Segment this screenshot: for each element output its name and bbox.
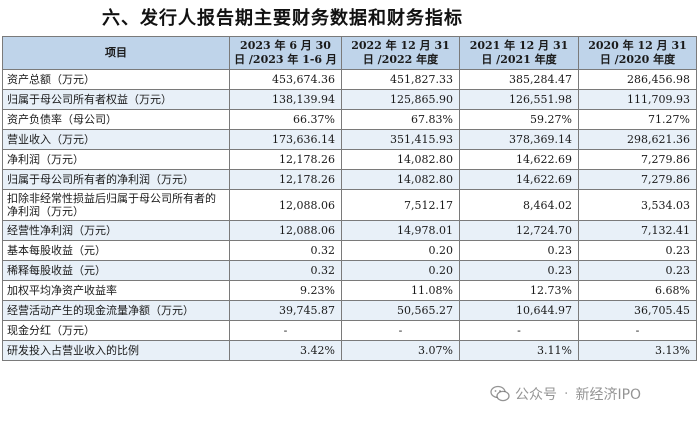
cell-2020: 0.23 [578,260,697,281]
cell-2022: 50,565.27 [341,300,460,321]
cell-2022: 67.83% [341,109,460,130]
watermark-name: 新经济IPO [575,387,642,403]
cell-2023h1: 3.42% [229,340,342,361]
cell-2022: 3.07% [341,340,460,361]
cell-2020: 286,456.98 [578,69,697,90]
table-row: 资产负债率（母公司） 66.37% 67.83% 59.27% 71.27% [2,109,697,130]
cell-2022: 14,978.01 [341,220,460,241]
header-2021: 2021 年 12 月 31 日 /2021 年度 [459,36,579,70]
cell-2021: 10,644.97 [459,300,579,321]
watermark-separator: · [564,386,569,402]
cell-2021: 14,622.69 [459,169,579,190]
cell-2021: 0.23 [459,260,579,281]
row-label: 经营活动产生的现金流量净额（万元） [2,300,230,321]
cell-2020: 71.27% [578,109,697,130]
cell-2021: 3.11% [459,340,579,361]
row-label: 归属于母公司所有者权益（万元） [2,89,230,110]
table-row: 净利润（万元） 12,178.26 14,082.80 14,622.69 7,… [2,149,697,170]
cell-2020: 298,621.36 [578,129,697,150]
cell-2023h1: 39,745.87 [229,300,342,321]
table-row: 经营活动产生的现金流量净额（万元） 39,745.87 50,565.27 10… [2,300,697,321]
row-label: 归属于母公司所有者的净利润（万元） [2,169,230,190]
cell-2021: 0.23 [459,240,579,261]
cell-2023h1: 12,088.06 [229,220,342,241]
table-header-row: 项目 2023 年 6 月 30 日 /2023 年 1-6 月 2022 年 … [2,36,697,70]
cell-2023h1: 0.32 [229,240,342,261]
header-item: 项目 [2,36,230,70]
cell-2021: 378,369.14 [459,129,579,150]
header-2023h1: 2023 年 6 月 30 日 /2023 年 1-6 月 [229,36,342,70]
cell-2021: 12.73% [459,280,579,301]
row-label: 净利润（万元） [2,149,230,170]
table-row: 归属于母公司所有者的净利润（万元） 12,178.26 14,082.80 14… [2,169,697,190]
cell-2021: 126,551.98 [459,89,579,110]
cell-2022: 351,415.93 [341,129,460,150]
row-label: 资产总额（万元） [2,69,230,90]
cell-2023h1: 0.32 [229,260,342,281]
table-row: 现金分红（万元） - - - - [2,320,697,341]
cell-2022: - [341,320,460,341]
cell-2022: 7,512.17 [341,189,460,221]
cell-2020: 7,132.41 [578,220,697,241]
cell-2023h1: 138,139.94 [229,89,342,110]
row-label: 扣除非经常性损益后归属于母公司所有者的净利润（万元） [2,189,230,221]
row-label: 资产负债率（母公司） [2,109,230,130]
row-label: 加权平均净资产收益率 [2,280,230,301]
row-label: 稀释每股收益（元） [2,260,230,281]
cell-2023h1: 453,674.36 [229,69,342,90]
row-label: 基本每股收益（元） [2,240,230,261]
table-row: 经营性净利润（万元） 12,088.06 14,978.01 12,724.70… [2,220,697,241]
cell-2022: 0.20 [341,240,460,261]
cell-2021: 385,284.47 [459,69,579,90]
cell-2020: 7,279.86 [578,169,697,190]
table-row: 营业收入（万元） 173,636.14 351,415.93 378,369.1… [2,129,697,150]
cell-2020: 3.13% [578,340,697,361]
cell-2021: 59.27% [459,109,579,130]
table-row: 资产总额（万元） 453,674.36 451,827.33 385,284.4… [2,69,697,90]
cell-2023h1: 12,088.06 [229,189,342,221]
cell-2022: 11.08% [341,280,460,301]
cell-2023h1: 9.23% [229,280,342,301]
financial-data-table: 项目 2023 年 6 月 30 日 /2023 年 1-6 月 2022 年 … [2,36,697,361]
cell-2020: 0.23 [578,240,697,261]
table-row: 研发投入占营业收入的比例 3.42% 3.07% 3.11% 3.13% [2,340,697,361]
cell-2023h1: 66.37% [229,109,342,130]
cell-2022: 14,082.80 [341,149,460,170]
table-row: 稀释每股收益（元） 0.32 0.20 0.23 0.23 [2,260,697,281]
cell-2020: 36,705.45 [578,300,697,321]
cell-2023h1: 12,178.26 [229,149,342,170]
row-label: 现金分红（万元） [2,320,230,341]
page-heading: 六、发行人报告期主要财务数据和财务指标 [102,8,463,29]
table-row: 基本每股收益（元） 0.32 0.20 0.23 0.23 [2,240,697,261]
cell-2022: 451,827.33 [341,69,460,90]
cell-2022: 125,865.90 [341,89,460,110]
cell-2020: - [578,320,697,341]
cell-2020: 6.68% [578,280,697,301]
cell-2020: 111,709.93 [578,89,697,110]
table-row: 扣除非经常性损益后归属于母公司所有者的净利润（万元） 12,088.06 7,5… [2,189,697,221]
header-2022: 2022 年 12 月 31 日 /2022 年度 [341,36,460,70]
cell-2021: - [459,320,579,341]
cell-2021: 12,724.70 [459,220,579,241]
cell-2022: 14,082.80 [341,169,460,190]
row-label: 营业收入（万元） [2,129,230,150]
watermark-account: 公众号 [515,387,557,403]
cell-2021: 14,622.69 [459,149,579,170]
cell-2023h1: 12,178.26 [229,169,342,190]
table-row: 加权平均净资产收益率 9.23% 11.08% 12.73% 6.68% [2,280,697,301]
cell-2020: 3,534.03 [578,189,697,221]
cell-2022: 0.20 [341,260,460,281]
cell-2023h1: 173,636.14 [229,129,342,150]
wechat-watermark: 公众号 · 新经济IPO [490,384,641,404]
row-label: 研发投入占营业收入的比例 [2,340,230,361]
row-label: 经营性净利润（万元） [2,220,230,241]
cell-2021: 8,464.02 [459,189,579,221]
cell-2023h1: - [229,320,342,341]
wechat-icon [490,385,510,402]
header-2020: 2020 年 12 月 31 日 /2020 年度 [578,36,697,70]
cell-2020: 7,279.86 [578,149,697,170]
table-row: 归属于母公司所有者权益（万元） 138,139.94 125,865.90 12… [2,89,697,110]
